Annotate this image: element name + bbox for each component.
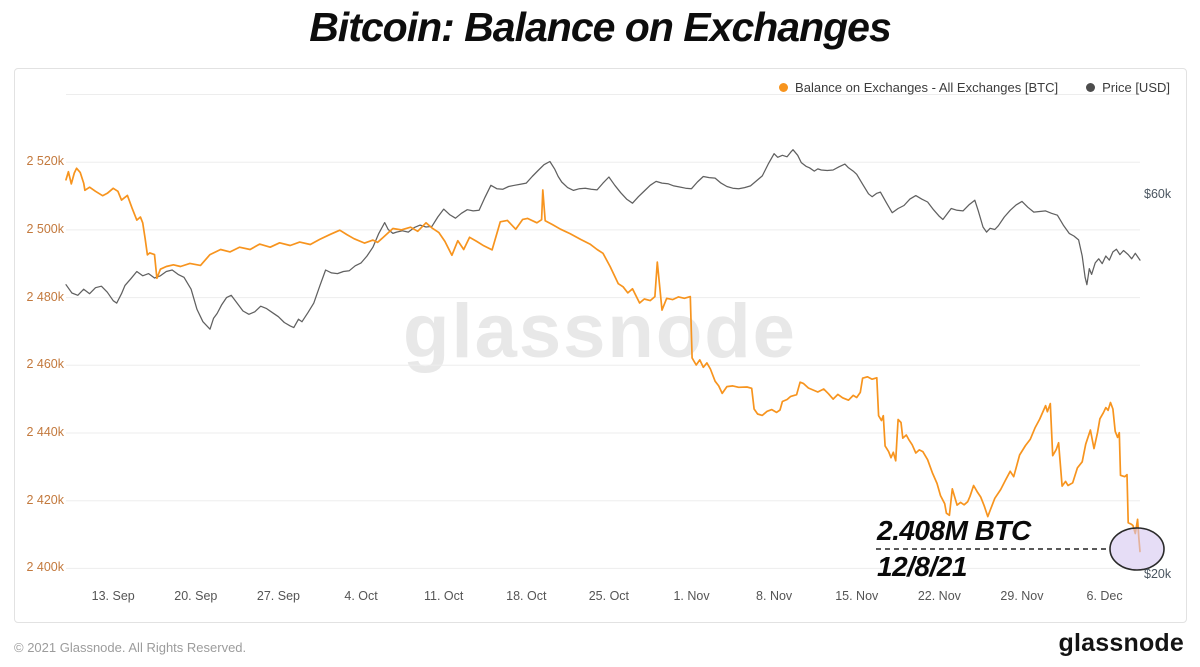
chart-legend: Balance on Exchanges - All Exchanges [BT…: [779, 80, 1170, 95]
legend-item-balance[interactable]: Balance on Exchanges - All Exchanges [BT…: [779, 80, 1058, 95]
copyright-text: © 2021 Glassnode. All Rights Reserved.: [14, 640, 247, 655]
x-axis-label: 6. Dec: [1086, 589, 1123, 603]
price-line: [65, 149, 1141, 330]
annotation-date: 12/8/21: [877, 551, 967, 582]
legend-label-price: Price [USD]: [1102, 80, 1170, 95]
x-axis-label: 25. Oct: [588, 589, 630, 603]
x-axis-label: 18. Oct: [506, 589, 547, 603]
annotation-value: 2.408M BTC: [877, 515, 1031, 546]
page-title: Bitcoin: Balance on Exchanges: [309, 4, 892, 50]
glassnode-logo: glassnode: [1058, 629, 1184, 657]
x-axis-label: 8. Nov: [756, 589, 793, 603]
x-axis-label: 13. Sep: [91, 589, 135, 603]
x-axis-label: 1. Nov: [673, 589, 710, 603]
y-axis-label: 2 440k: [26, 425, 64, 439]
x-axis-label: 27. Sep: [256, 589, 300, 603]
legend-label-balance: Balance on Exchanges - All Exchanges [BT…: [795, 80, 1059, 95]
y-axis-label: 2 520k: [26, 154, 64, 169]
y-axis-label: 2 420k: [26, 492, 64, 507]
y-axis-label: 2 480k: [26, 289, 64, 304]
x-axis-label: 11. Oct: [423, 589, 464, 603]
x-axis-label: 20. Sep: [174, 589, 218, 603]
annotation-highlight-ellipse: [1109, 527, 1165, 571]
x-axis-label: 4. Oct: [344, 589, 378, 603]
chart-panel: [14, 68, 1187, 623]
right-axis-label: $60k: [1144, 187, 1172, 201]
right-axis-label: $20k: [1144, 567, 1172, 581]
x-axis-label: 15. Nov: [835, 589, 879, 603]
x-axis-label: 29. Nov: [1000, 589, 1044, 603]
price-series-dot-icon: [1086, 83, 1096, 92]
legend-item-price[interactable]: Price [USD]: [1086, 80, 1170, 95]
y-axis-label: 2 500k: [26, 221, 64, 236]
y-axis-label: 2 460k: [26, 357, 64, 372]
y-axis-label: 2 400k: [26, 560, 64, 575]
balance-series-dot-icon: [779, 83, 789, 92]
balance-line: [65, 167, 1141, 553]
x-axis-label: 22. Nov: [917, 589, 961, 603]
